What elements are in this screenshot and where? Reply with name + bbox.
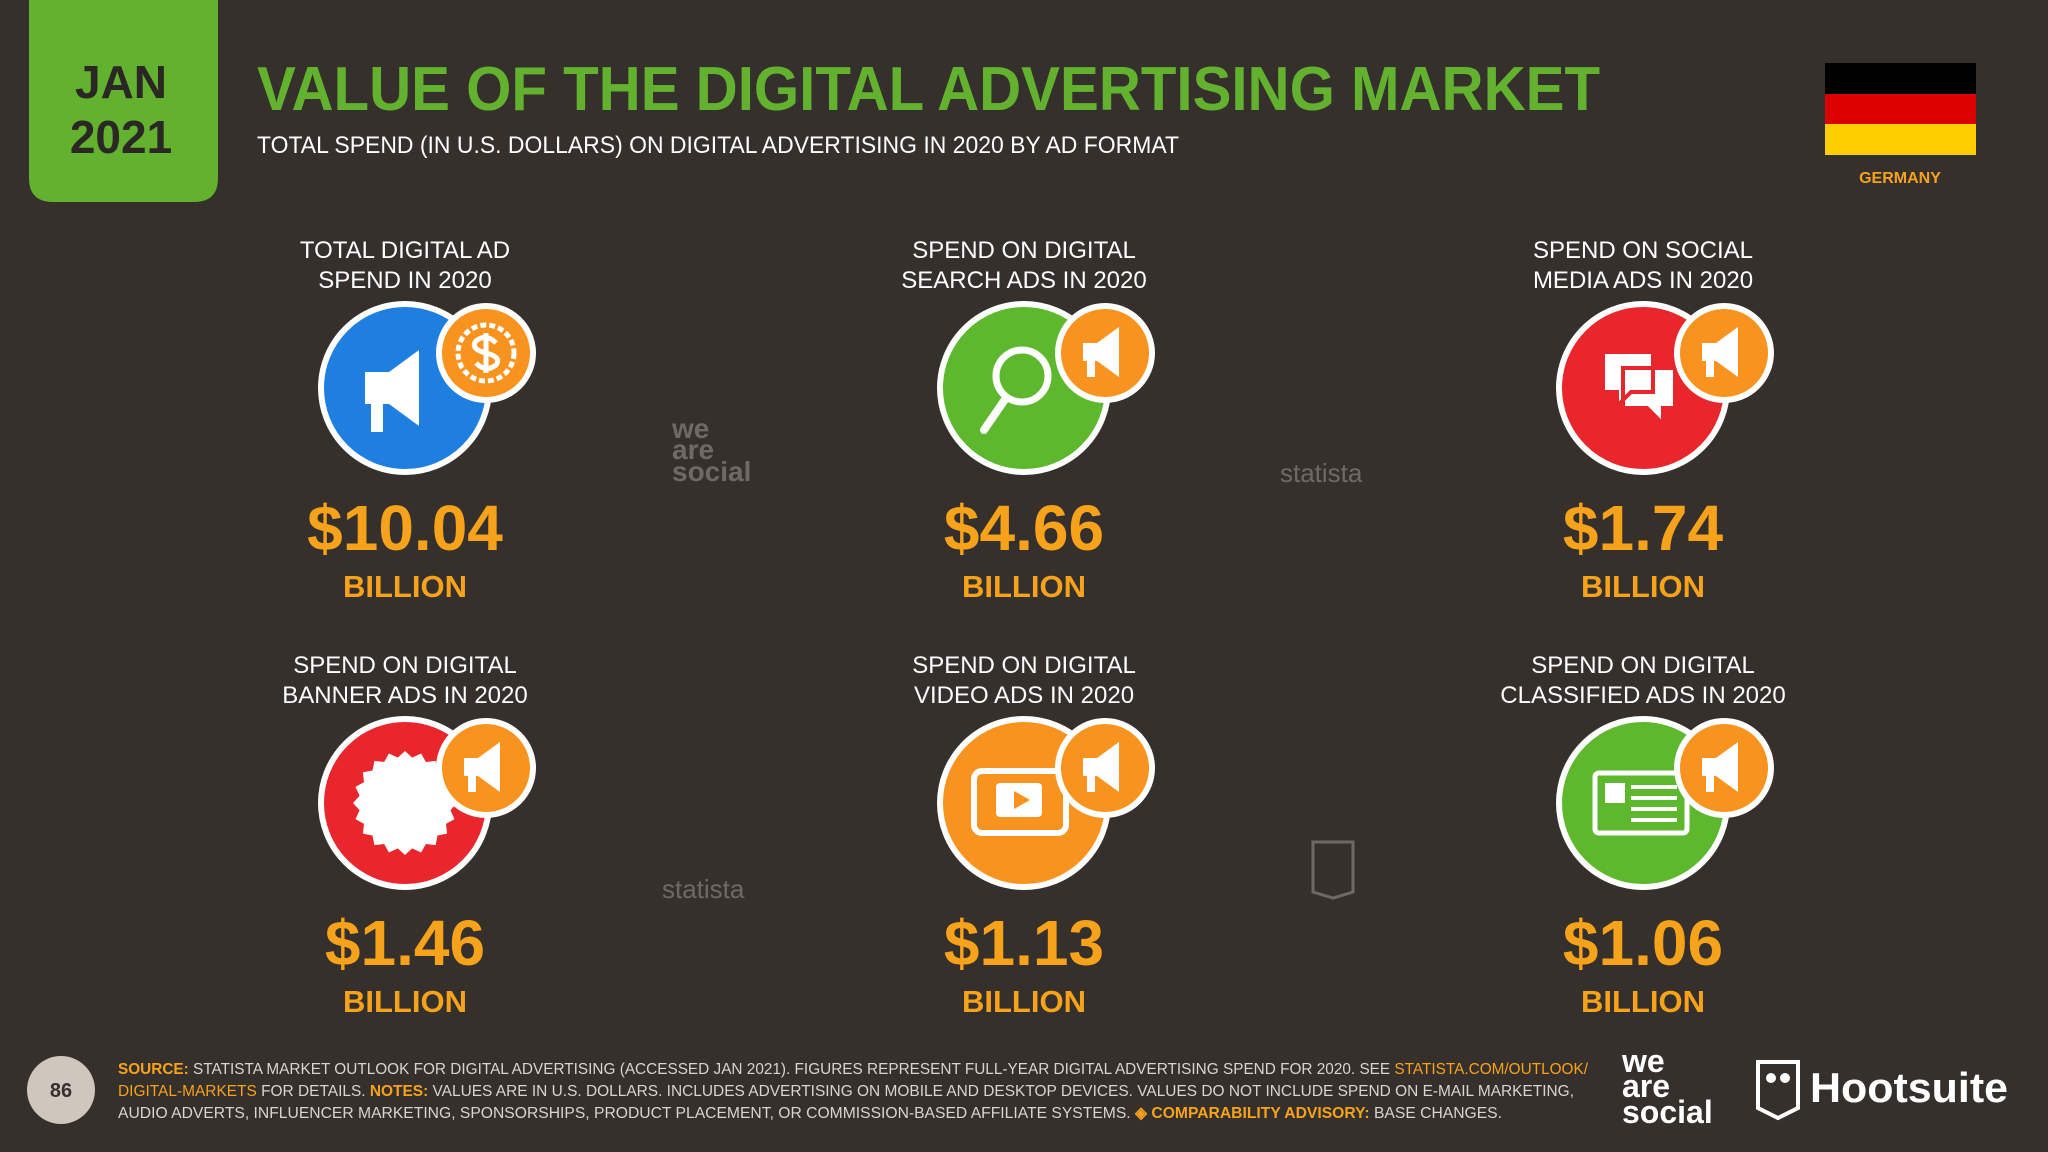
tile-label: SPEND ON DIGITAL bbox=[912, 652, 1136, 679]
logo-wearesocial: we are social bbox=[1621, 1043, 1713, 1130]
tile-value: $1.46 bbox=[325, 907, 485, 979]
tile-unit: BILLION bbox=[1581, 569, 1705, 604]
footer-line: DIGITAL-MARKETS FOR DETAILS. NOTES: VALU… bbox=[118, 1083, 1574, 1100]
tile-label: TOTAL DIGITAL AD bbox=[300, 237, 510, 264]
tile-label: SEARCH ADS IN 2020 bbox=[901, 267, 1146, 294]
badge-megaphone bbox=[464, 742, 500, 792]
tile-label: CLASSIFIED ADS IN 2020 bbox=[1500, 682, 1785, 709]
tile-value: $10.04 bbox=[307, 492, 503, 564]
icon-photo bbox=[1605, 783, 1625, 803]
flag bbox=[1825, 63, 1976, 155]
icon-bubbles bbox=[1601, 350, 1677, 429]
badge-megaphone bbox=[1083, 327, 1119, 377]
footer-line: AUDIO ADVERTS, INFLUENCER MARKETING, SPO… bbox=[118, 1105, 1502, 1122]
icon-play bbox=[1014, 791, 1030, 809]
footer-label: ◈ COMPARABILITY ADVISORY: bbox=[1134, 1105, 1370, 1122]
tile-unit: BILLION bbox=[1581, 984, 1705, 1019]
tile-label: BANNER ADS IN 2020 bbox=[282, 682, 527, 709]
subtitle: TOTAL SPEND (IN U.S. DOLLARS) ON DIGITAL… bbox=[257, 132, 1179, 159]
logo-hootsuite: Hootsuite bbox=[1810, 1064, 2008, 1111]
icon-handle bbox=[980, 394, 1010, 434]
watermark-text: statista bbox=[1280, 458, 1363, 488]
title: VALUE OF THE DIGITAL ADVERTISING MARKET bbox=[257, 55, 1600, 124]
logo-text: we bbox=[1621, 1043, 1665, 1079]
badge-megaphone bbox=[1702, 742, 1738, 792]
tile-value: $1.13 bbox=[944, 907, 1104, 979]
icon-burst bbox=[353, 751, 457, 855]
footer-line: SOURCE: STATISTA MARKET OUTLOOK FOR DIGI… bbox=[118, 1061, 1589, 1078]
footer-text: STATISTA MARKET OUTLOOK FOR DIGITAL ADVE… bbox=[189, 1061, 1395, 1078]
badge-megaphone bbox=[1702, 327, 1738, 377]
watermark-text: social bbox=[672, 456, 751, 487]
tile: SPEND ON DIGITAL BANNER ADS IN 2020 $1.46 B… bbox=[282, 652, 536, 1019]
icon-line bbox=[1631, 807, 1677, 811]
flag-stripe bbox=[1825, 63, 1976, 94]
watermark-owl bbox=[1311, 840, 1355, 900]
page-number: 86 bbox=[50, 1080, 72, 1102]
watermark-text: statista bbox=[662, 874, 745, 904]
icon-lens bbox=[992, 346, 1052, 406]
hootsuite-owl bbox=[1756, 1060, 1800, 1121]
tile-value: $1.06 bbox=[1563, 907, 1723, 979]
icon-page bbox=[1592, 770, 1690, 836]
logo-text: are bbox=[1622, 1068, 1670, 1104]
footer-text: BASE CHANGES. bbox=[1370, 1105, 1502, 1122]
badge-dollar bbox=[471, 333, 501, 373]
owl-eye bbox=[1780, 1073, 1790, 1083]
watermark-text: we bbox=[671, 413, 709, 444]
badge-megaphone bbox=[1083, 742, 1119, 792]
owl-eye bbox=[1766, 1073, 1776, 1083]
badge-year: 2021 bbox=[70, 111, 172, 163]
tile-label: SPEND IN 2020 bbox=[318, 267, 491, 294]
tile-label: SPEND ON SOCIAL bbox=[1533, 237, 1753, 264]
badge-coin bbox=[455, 322, 517, 384]
tile-unit: BILLION bbox=[343, 569, 467, 604]
watermarks: we are social statista statista bbox=[662, 413, 1363, 904]
footer-text: AUDIO ADVERTS, INFLUENCER MARKETING, SPO… bbox=[118, 1105, 1135, 1122]
icon-line bbox=[1631, 785, 1677, 789]
tile: SPEND ON DIGITAL VIDEO ADS IN 2020 $1.13 BI… bbox=[912, 652, 1155, 1019]
tiles: TOTAL DIGITAL AD SPEND IN 2020 $10.04 BILLI… bbox=[282, 237, 1785, 1019]
footer-text: FOR DETAILS. bbox=[257, 1083, 370, 1100]
logo-text: social bbox=[1622, 1094, 1713, 1130]
watermark-text: are bbox=[672, 434, 714, 465]
footer-link: DIGITAL-MARKETS bbox=[118, 1083, 257, 1100]
tile: SPEND ON DIGITAL CLASSIFIED ADS IN 2020 $1… bbox=[1500, 652, 1785, 1019]
tile-label: MEDIA ADS IN 2020 bbox=[1533, 267, 1753, 294]
tile-label: SPEND ON DIGITAL bbox=[293, 652, 517, 679]
tile-label: SPEND ON DIGITAL bbox=[912, 237, 1136, 264]
tile-value: $4.66 bbox=[944, 492, 1104, 564]
tile-unit: BILLION bbox=[343, 984, 467, 1019]
badge-month: JAN bbox=[75, 56, 167, 108]
footer-text: VALUES ARE IN U.S. DOLLARS. INCLUDES ADV… bbox=[428, 1083, 1574, 1100]
tile-value: $1.74 bbox=[1563, 492, 1724, 564]
icon-line bbox=[1631, 796, 1677, 800]
tile-unit: BILLION bbox=[962, 569, 1086, 604]
tile-label: SPEND ON DIGITAL bbox=[1531, 652, 1755, 679]
footer-label: NOTES: bbox=[370, 1083, 428, 1100]
page-number-badge bbox=[27, 1056, 95, 1124]
flag-stripe bbox=[1825, 94, 1976, 124]
date-badge bbox=[29, 0, 218, 202]
footer-label: SOURCE: bbox=[118, 1061, 189, 1078]
icon-line bbox=[1631, 818, 1677, 822]
icon-megaphone bbox=[365, 350, 419, 432]
flag-stripe bbox=[1825, 124, 1976, 155]
footer-link: STATISTA.COM/OUTLOOK/ bbox=[1394, 1061, 1588, 1078]
tile: SPEND ON SOCIAL MEDIA ADS IN 2020 $1.74 BIL… bbox=[1533, 237, 1774, 604]
tile: SPEND ON DIGITAL SEARCH ADS IN 2020 $4.66 B… bbox=[901, 237, 1155, 604]
tile: TOTAL DIGITAL AD SPEND IN 2020 $10.04 BILLI… bbox=[300, 237, 536, 604]
country: GERMANY bbox=[1859, 170, 1941, 187]
icon-screen bbox=[971, 768, 1069, 836]
tile-label: VIDEO ADS IN 2020 bbox=[914, 682, 1134, 709]
tile-unit: BILLION bbox=[962, 984, 1086, 1019]
